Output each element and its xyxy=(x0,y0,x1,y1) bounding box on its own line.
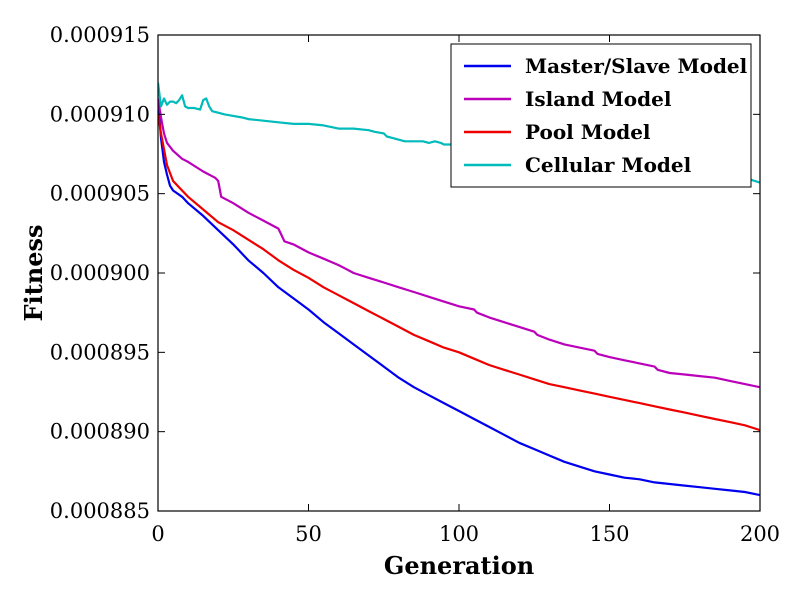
series-line-island-model xyxy=(158,98,760,389)
y-axis-title: Fitness xyxy=(19,225,48,322)
legend-label-cellular-model: Cellular Model xyxy=(525,153,692,177)
x-tick-label: 50 xyxy=(295,522,322,546)
x-tick-label: 0 xyxy=(151,522,164,546)
legend-label-island-model: Island Model xyxy=(525,87,672,111)
x-tick-label: 100 xyxy=(439,522,479,546)
plot-frame xyxy=(157,34,761,512)
y-tick-label: 0.000890 xyxy=(50,420,150,444)
y-tick-label: 0.000885 xyxy=(50,499,150,523)
series-layer xyxy=(158,82,760,497)
y-tick-label: 0.000915 xyxy=(50,23,150,47)
series-line-pool-model xyxy=(158,114,760,432)
y-tick-label: 0.000895 xyxy=(50,340,150,364)
legend-box xyxy=(450,43,752,188)
x-tick-label: 200 xyxy=(740,522,780,546)
y-tick-label: 0.000910 xyxy=(50,102,150,126)
legend-label-master-slave-model: Master/Slave Model xyxy=(525,54,748,78)
x-axis-title: Generation xyxy=(384,551,534,580)
y-tick-label: 0.000905 xyxy=(50,182,150,206)
series-line-master-slave-model xyxy=(158,98,760,497)
legend: Master/Slave Model Island Model Pool Model… xyxy=(450,43,752,188)
legend-label-pool-model: Pool Model xyxy=(525,120,651,144)
x-tick-label: 150 xyxy=(589,522,629,546)
ticks-layer: 0 50 100 150 200 0.000885 0.000890 0.000895 0.00… xyxy=(50,23,780,546)
y-tick-label: 0.000900 xyxy=(50,261,150,285)
